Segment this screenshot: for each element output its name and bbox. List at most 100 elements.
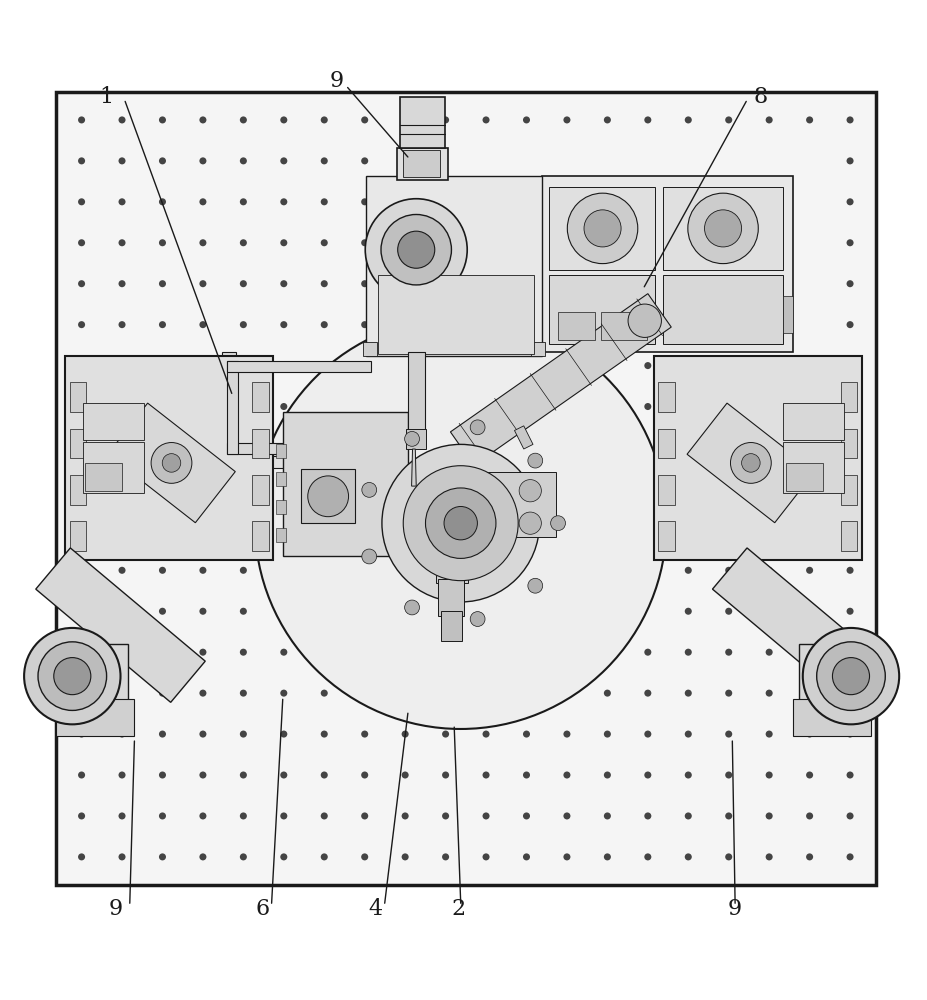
Circle shape: [362, 731, 368, 738]
Bar: [542, 176, 793, 352]
Circle shape: [846, 812, 854, 819]
Circle shape: [603, 116, 611, 123]
Circle shape: [119, 771, 125, 779]
Circle shape: [523, 853, 530, 860]
Bar: [841, 429, 857, 458]
Circle shape: [162, 454, 181, 472]
Bar: [83, 442, 144, 493]
Circle shape: [470, 420, 485, 435]
Circle shape: [159, 771, 166, 779]
Polygon shape: [713, 548, 882, 702]
Circle shape: [321, 321, 328, 328]
Circle shape: [119, 198, 125, 205]
Circle shape: [644, 690, 652, 697]
Bar: [549, 275, 655, 344]
Circle shape: [629, 304, 662, 337]
Circle shape: [564, 116, 570, 123]
Circle shape: [321, 690, 328, 697]
Circle shape: [644, 812, 652, 819]
Text: 9: 9: [728, 898, 743, 920]
Circle shape: [523, 812, 530, 819]
Circle shape: [78, 608, 85, 615]
Circle shape: [199, 280, 207, 287]
Circle shape: [159, 649, 166, 656]
Bar: [363, 342, 377, 356]
Circle shape: [151, 443, 192, 483]
Circle shape: [398, 231, 435, 268]
Bar: [65, 356, 273, 560]
Bar: [658, 475, 675, 505]
Circle shape: [199, 321, 207, 328]
Circle shape: [685, 812, 692, 819]
Circle shape: [401, 853, 409, 860]
Circle shape: [603, 771, 611, 779]
Bar: [56, 92, 876, 885]
Bar: [70, 521, 86, 551]
Circle shape: [119, 649, 125, 656]
Text: 9: 9: [108, 898, 123, 920]
Text: 4: 4: [368, 898, 383, 920]
Circle shape: [78, 649, 85, 656]
Circle shape: [483, 812, 489, 819]
Circle shape: [725, 812, 732, 819]
Bar: [786, 463, 823, 491]
Circle shape: [603, 362, 611, 369]
Bar: [482, 472, 556, 537]
Circle shape: [159, 239, 166, 246]
Circle shape: [240, 853, 247, 860]
Circle shape: [401, 771, 409, 779]
Circle shape: [362, 771, 368, 779]
Circle shape: [730, 443, 771, 483]
Bar: [841, 382, 857, 412]
Circle shape: [685, 567, 692, 574]
Circle shape: [404, 600, 419, 615]
Circle shape: [119, 812, 125, 819]
Circle shape: [119, 853, 125, 860]
Circle shape: [766, 116, 773, 123]
Circle shape: [725, 116, 732, 123]
Circle shape: [199, 812, 207, 819]
Circle shape: [404, 431, 419, 446]
Circle shape: [119, 116, 125, 123]
Bar: [70, 475, 86, 505]
Circle shape: [846, 567, 854, 574]
Circle shape: [199, 771, 207, 779]
Bar: [841, 475, 857, 505]
Circle shape: [444, 506, 477, 540]
Circle shape: [321, 198, 328, 205]
Circle shape: [240, 198, 247, 205]
Circle shape: [766, 567, 773, 574]
Circle shape: [846, 321, 854, 328]
Circle shape: [644, 731, 652, 738]
Circle shape: [483, 771, 489, 779]
Bar: [252, 429, 269, 458]
Bar: [222, 444, 385, 456]
Circle shape: [362, 321, 368, 328]
Circle shape: [362, 239, 368, 246]
Circle shape: [199, 649, 207, 656]
Circle shape: [240, 157, 247, 164]
Circle shape: [78, 812, 85, 819]
Circle shape: [280, 731, 287, 738]
Circle shape: [685, 853, 692, 860]
Bar: [378, 275, 534, 354]
Circle shape: [644, 649, 652, 656]
Circle shape: [362, 198, 368, 205]
Circle shape: [725, 690, 732, 697]
Polygon shape: [108, 403, 235, 523]
Circle shape: [365, 199, 467, 301]
Circle shape: [442, 812, 449, 819]
Bar: [400, 97, 445, 148]
Circle shape: [806, 812, 813, 819]
Bar: [283, 412, 408, 556]
Circle shape: [766, 731, 773, 738]
Circle shape: [362, 549, 376, 564]
Circle shape: [54, 658, 91, 695]
Circle shape: [199, 731, 207, 738]
Circle shape: [846, 771, 854, 779]
Circle shape: [362, 157, 368, 164]
Bar: [408, 352, 425, 435]
Circle shape: [240, 731, 247, 738]
Circle shape: [240, 321, 247, 328]
Circle shape: [523, 771, 530, 779]
